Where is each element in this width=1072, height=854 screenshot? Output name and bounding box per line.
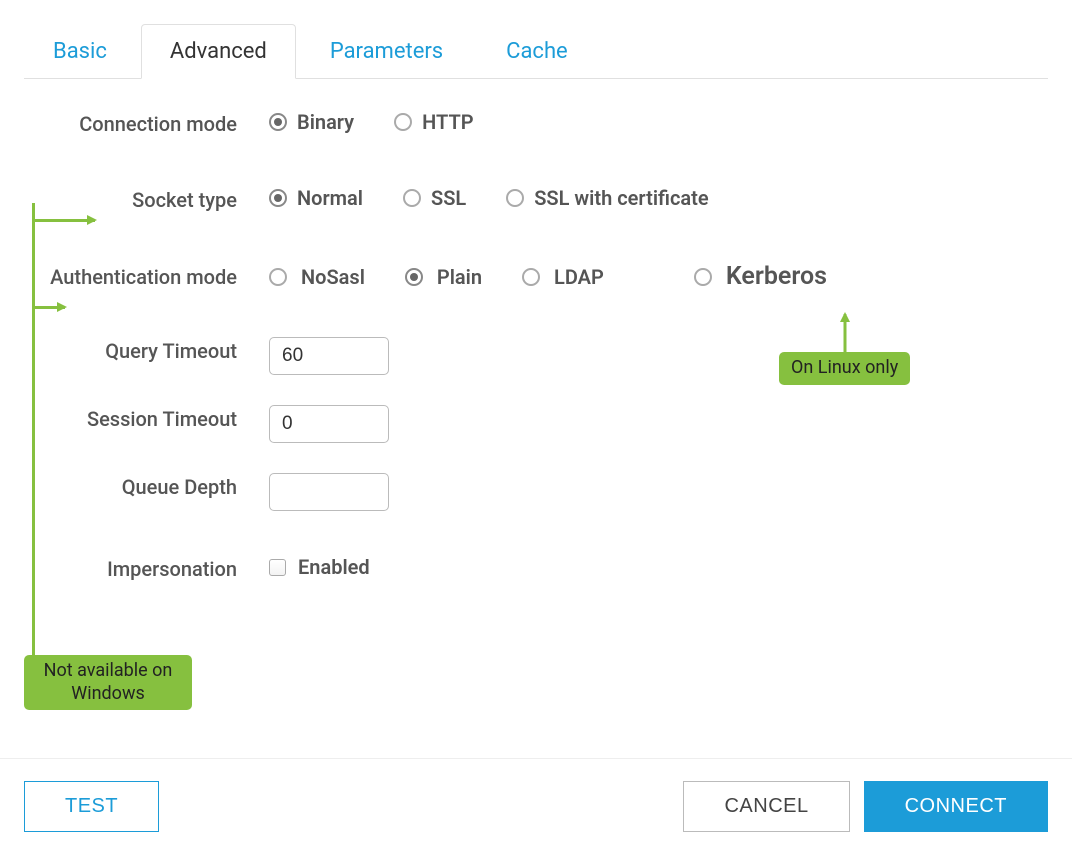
label-session-timeout: Session Timeout <box>24 405 269 431</box>
query-timeout-input[interactable] <box>269 337 389 375</box>
radio-socket-normal[interactable]: Normal <box>269 186 363 210</box>
connection-mode-group: Binary HTTP <box>269 110 1048 134</box>
row-socket-type: Socket type Normal SSL SSL with certific… <box>24 186 1048 212</box>
test-button[interactable]: TEST <box>24 781 159 832</box>
row-connection-mode: Connection mode Binary HTTP <box>24 110 1048 136</box>
checkbox-icon <box>269 559 286 576</box>
radio-label: Normal <box>297 186 363 210</box>
radio-auth-kerberos[interactable]: Kerberos <box>694 262 827 291</box>
radio-auth-nosasl[interactable]: NoSasl <box>269 265 365 289</box>
row-auth-mode: Authentication mode NoSasl Plain LDAP Ke… <box>24 262 1048 291</box>
radio-icon <box>403 189 421 207</box>
radio-icon <box>506 189 524 207</box>
radio-label: NoSasl <box>301 265 365 289</box>
radio-socket-ssl[interactable]: SSL <box>403 186 466 210</box>
radio-icon <box>269 268 287 286</box>
radio-auth-plain[interactable]: Plain <box>405 265 482 289</box>
field-session-timeout <box>269 405 1048 443</box>
radio-icon <box>405 268 423 286</box>
connect-button[interactable]: CONNECT <box>864 781 1048 832</box>
socket-type-group: Normal SSL SSL with certificate <box>269 186 1048 210</box>
label-connection-mode: Connection mode <box>24 110 269 136</box>
checkbox-label: Enabled <box>298 555 370 579</box>
callout-windows: Not available on Windows <box>24 655 192 710</box>
radio-connection-binary[interactable]: Binary <box>269 110 354 134</box>
radio-label: HTTP <box>422 110 473 134</box>
radio-icon <box>269 113 287 131</box>
field-impersonation: Enabled <box>269 555 1048 579</box>
tab-advanced[interactable]: Advanced <box>141 24 296 79</box>
radio-icon <box>522 268 540 286</box>
radio-auth-ldap[interactable]: LDAP <box>522 265 604 289</box>
label-impersonation: Impersonation <box>24 555 269 581</box>
row-impersonation: Impersonation Enabled <box>24 555 1048 581</box>
session-timeout-input[interactable] <box>269 405 389 443</box>
footer-bar: TEST CANCEL CONNECT <box>0 758 1072 854</box>
radio-icon <box>269 189 287 207</box>
tab-cache[interactable]: Cache <box>477 24 597 78</box>
radio-socket-ssl-cert[interactable]: SSL with certificate <box>506 186 708 210</box>
annotation-arrow-icon <box>35 306 65 309</box>
radio-label: Plain <box>437 265 482 289</box>
callout-linux: On Linux only <box>779 352 910 385</box>
label-auth-mode: Authentication mode <box>24 262 269 291</box>
impersonation-checkbox[interactable]: Enabled <box>269 555 370 579</box>
row-queue-depth: Queue Depth <box>24 473 1048 511</box>
radio-label: SSL with certificate <box>534 186 708 210</box>
radio-connection-http[interactable]: HTTP <box>394 110 473 134</box>
tab-bar: Basic Advanced Parameters Cache <box>24 24 1048 79</box>
radio-icon <box>694 268 712 286</box>
cancel-button[interactable]: CANCEL <box>683 781 849 832</box>
radio-label: Kerberos <box>726 262 827 291</box>
row-session-timeout: Session Timeout <box>24 405 1048 443</box>
label-query-timeout: Query Timeout <box>24 337 269 363</box>
label-queue-depth: Queue Depth <box>24 473 269 499</box>
label-socket-type: Socket type <box>24 186 269 212</box>
field-queue-depth <box>269 473 1048 511</box>
field-query-timeout <box>269 337 1048 375</box>
radio-icon <box>394 113 412 131</box>
tab-parameters[interactable]: Parameters <box>301 24 472 78</box>
annotation-arrow-icon <box>35 219 95 222</box>
queue-depth-input[interactable] <box>269 473 389 511</box>
radio-label: LDAP <box>554 265 604 289</box>
radio-label: Binary <box>297 110 354 134</box>
auth-mode-group: NoSasl Plain LDAP Kerberos <box>269 262 1048 291</box>
radio-label: SSL <box>431 186 466 210</box>
tab-basic[interactable]: Basic <box>24 24 136 78</box>
